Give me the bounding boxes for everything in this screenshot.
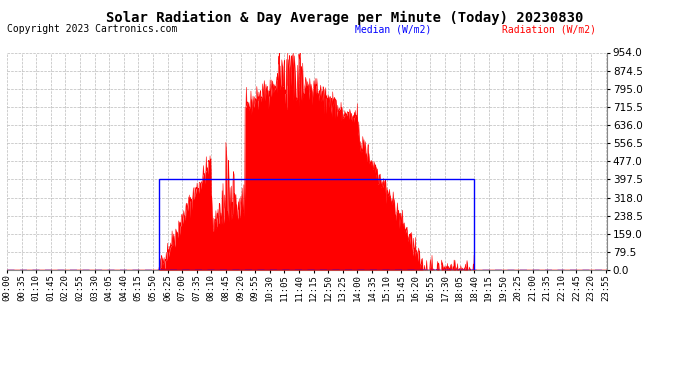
Text: Copyright 2023 Cartronics.com: Copyright 2023 Cartronics.com bbox=[7, 24, 177, 34]
Text: Solar Radiation & Day Average per Minute (Today) 20230830: Solar Radiation & Day Average per Minute… bbox=[106, 11, 584, 26]
Text: Median (W/m2): Median (W/m2) bbox=[355, 24, 431, 34]
Bar bbox=[159, 179, 474, 270]
Text: Radiation (W/m2): Radiation (W/m2) bbox=[502, 24, 596, 34]
